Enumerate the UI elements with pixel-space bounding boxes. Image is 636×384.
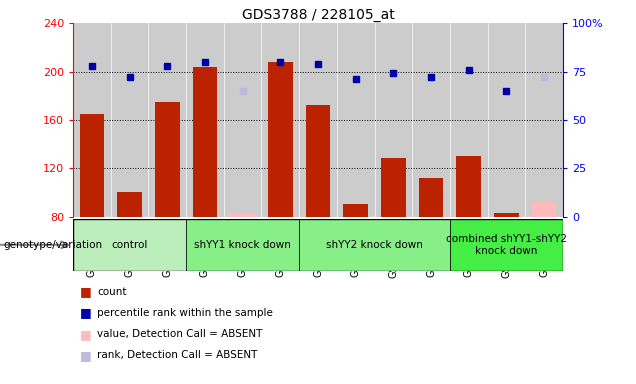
Bar <box>343 204 368 217</box>
Bar <box>306 106 330 217</box>
Bar <box>193 67 218 217</box>
Bar <box>73 23 111 217</box>
FancyBboxPatch shape <box>299 219 450 271</box>
Bar <box>494 214 518 217</box>
Bar <box>230 214 255 217</box>
Bar <box>268 62 293 217</box>
Bar <box>525 23 563 217</box>
Bar <box>80 114 104 217</box>
FancyBboxPatch shape <box>186 219 299 271</box>
Bar <box>375 23 412 217</box>
Text: shYY2 knock down: shYY2 knock down <box>326 240 423 250</box>
Bar <box>155 102 179 217</box>
Bar <box>450 23 488 217</box>
Bar <box>224 23 261 217</box>
Bar <box>148 23 186 217</box>
Text: value, Detection Call = ABSENT: value, Detection Call = ABSENT <box>97 329 263 339</box>
Bar <box>532 202 556 217</box>
Bar <box>381 157 406 217</box>
Text: shYY1 knock down: shYY1 knock down <box>194 240 291 250</box>
Text: rank, Detection Call = ABSENT: rank, Detection Call = ABSENT <box>97 350 258 360</box>
Text: percentile rank within the sample: percentile rank within the sample <box>97 308 273 318</box>
Bar <box>337 23 375 217</box>
Bar <box>299 23 337 217</box>
Bar <box>418 178 443 217</box>
FancyBboxPatch shape <box>450 219 563 271</box>
Title: GDS3788 / 228105_at: GDS3788 / 228105_at <box>242 8 394 22</box>
Bar <box>412 23 450 217</box>
FancyBboxPatch shape <box>73 219 186 271</box>
Text: count: count <box>97 287 127 297</box>
Text: combined shYY1-shYY2
knock down: combined shYY1-shYY2 knock down <box>446 234 567 256</box>
Bar <box>488 23 525 217</box>
Text: control: control <box>111 240 148 250</box>
Text: ■: ■ <box>80 328 91 341</box>
Text: ■: ■ <box>80 306 91 319</box>
Bar <box>261 23 299 217</box>
Text: ■: ■ <box>80 285 91 298</box>
Bar <box>111 23 148 217</box>
Text: genotype/variation: genotype/variation <box>3 240 102 250</box>
Bar <box>457 156 481 217</box>
Bar <box>186 23 224 217</box>
Text: ■: ■ <box>80 349 91 362</box>
Bar <box>118 192 142 217</box>
